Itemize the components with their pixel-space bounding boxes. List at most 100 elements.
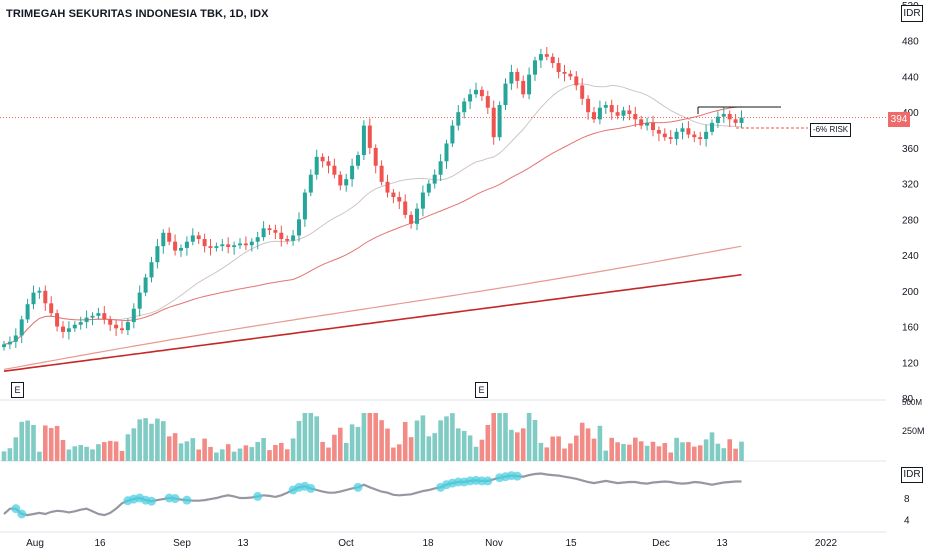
volume-bar xyxy=(326,447,331,461)
volume-bar xyxy=(373,413,378,461)
candle-body xyxy=(332,165,337,175)
volume-bar xyxy=(178,443,184,461)
candle-body xyxy=(521,80,526,95)
volume-bar xyxy=(379,420,384,461)
x-tick-label: Oct xyxy=(338,538,354,549)
volume-bar xyxy=(709,432,715,461)
y-tick-label: 200 xyxy=(902,287,919,298)
x-tick-label: 13 xyxy=(237,538,249,549)
candle-body xyxy=(308,174,313,193)
rsi-currency-badge[interactable]: IDR xyxy=(901,467,923,483)
volume-bar xyxy=(249,447,255,461)
candle-body xyxy=(72,324,77,329)
indicator-highlight xyxy=(147,496,156,506)
volume-tick-label: 500M xyxy=(902,398,922,407)
volume-bar xyxy=(290,438,296,461)
candle-body xyxy=(143,277,148,293)
candle-body xyxy=(114,324,119,329)
currency-badge[interactable]: IDR xyxy=(901,5,923,22)
candle-body xyxy=(96,313,101,316)
candle-body xyxy=(686,128,691,135)
volume-bar xyxy=(473,446,479,461)
y-tick-label: 360 xyxy=(902,144,919,155)
last-price-tag: 394 xyxy=(888,112,910,127)
volume-bar xyxy=(19,421,24,461)
candle-body xyxy=(291,235,296,241)
volume-bar xyxy=(497,413,502,461)
volume-bar xyxy=(615,442,620,461)
candle-body xyxy=(497,105,502,138)
candle-body xyxy=(721,113,726,117)
candle-body xyxy=(692,134,697,138)
ma100-line xyxy=(3,245,742,370)
volume-bar xyxy=(60,440,66,461)
volume-bar xyxy=(43,425,48,461)
volume-bar xyxy=(48,428,54,461)
volume-bar xyxy=(692,446,697,461)
volume-bar xyxy=(526,413,532,461)
volume-bar xyxy=(591,438,597,461)
candle-body xyxy=(562,71,567,74)
volume-bar xyxy=(267,450,272,461)
volume-bar xyxy=(166,436,172,461)
candle-body xyxy=(261,228,266,238)
candle-body xyxy=(243,243,248,246)
indicator-line xyxy=(3,472,742,517)
volume-bar xyxy=(237,448,243,461)
volume-bar xyxy=(196,449,201,461)
volume-bar xyxy=(261,437,266,461)
candle-body xyxy=(479,89,484,97)
candle-body xyxy=(2,344,6,348)
candle-body xyxy=(615,112,620,116)
y-tick-label: 120 xyxy=(902,358,919,369)
candle-body xyxy=(409,214,414,224)
volume-bar xyxy=(662,443,668,461)
candle-body xyxy=(120,328,124,331)
earnings-marker[interactable]: E xyxy=(475,382,488,398)
candle-body xyxy=(568,73,573,77)
candle-body xyxy=(344,179,349,186)
candle-body xyxy=(255,237,260,242)
candle-body xyxy=(373,147,378,166)
y-tick-label: 80 xyxy=(902,394,914,405)
candle-body xyxy=(533,60,537,75)
volume-bar xyxy=(308,413,314,461)
volume-bar xyxy=(31,425,36,461)
x-tick-label: 13 xyxy=(716,538,728,549)
candle-body xyxy=(350,165,355,180)
indicator-highlight xyxy=(483,476,493,486)
volume-bar xyxy=(172,433,178,461)
volume-bar xyxy=(37,451,42,461)
volume-bar xyxy=(397,444,402,461)
volume-bar xyxy=(391,447,396,461)
candle-body xyxy=(674,131,679,139)
earnings-marker[interactable]: E xyxy=(11,382,24,398)
candle-body xyxy=(509,71,514,84)
candle-body xyxy=(680,128,685,132)
volume-bar xyxy=(214,452,219,461)
candle-body xyxy=(456,112,461,126)
candle-body xyxy=(37,290,42,293)
ma200-line xyxy=(3,273,742,372)
volume-bar xyxy=(332,434,337,461)
volume-bar xyxy=(674,437,679,461)
candle-body xyxy=(580,85,585,99)
candle-body xyxy=(367,125,372,148)
candle-body xyxy=(202,239,207,247)
candle-body xyxy=(7,341,12,345)
y-tick-label: 440 xyxy=(902,72,919,83)
volume-bar xyxy=(538,442,544,461)
volume-bar xyxy=(225,444,231,461)
indicator-highlight xyxy=(170,494,180,504)
candle-body xyxy=(179,247,183,251)
candle-body xyxy=(61,326,65,332)
volume-bar xyxy=(84,446,89,461)
candle-body xyxy=(66,328,71,332)
volume-bar xyxy=(697,445,703,461)
volume-bar xyxy=(638,441,644,461)
volume-bar xyxy=(107,440,113,461)
volume-bar xyxy=(402,421,408,461)
volume-bar xyxy=(532,420,538,461)
volume-bar xyxy=(131,428,137,461)
